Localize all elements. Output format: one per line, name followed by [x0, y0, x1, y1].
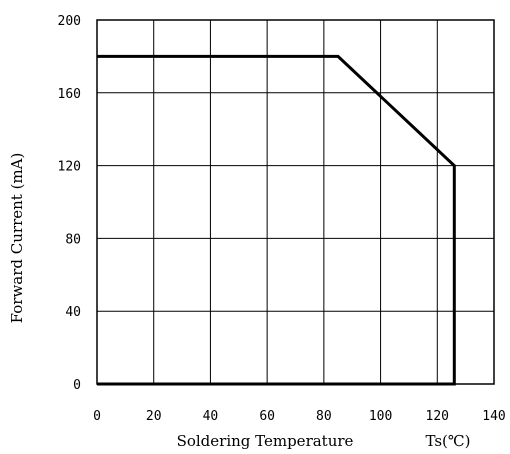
x-tick-label-140: 140 [482, 409, 505, 424]
series-line-0 [97, 54, 456, 386]
y-tick-label-200: 200 [58, 14, 81, 29]
plot-border [96, 19, 495, 385]
x-tick-label-0: 0 [93, 409, 101, 424]
x-tick-label-60: 60 [259, 409, 275, 424]
x-tick-label-40: 40 [203, 409, 219, 424]
x-tick-label-100: 100 [369, 409, 392, 424]
y-tick-label-160: 160 [58, 87, 81, 102]
x-axis-ticks: 0 20 40 60 80 100 120 140 [93, 409, 506, 424]
y-axis-title: Forward Current (mA) [8, 153, 26, 324]
x-tick-label-80: 80 [316, 409, 332, 424]
x-axis-title: Soldering Temperature [177, 432, 354, 450]
series-layer [97, 54, 456, 386]
x-tick-label-20: 20 [146, 409, 162, 424]
plot-frame [96, 19, 495, 385]
x-tick-label-120: 120 [426, 409, 449, 424]
y-axis-ticks: 0 40 80 120 160 200 [58, 14, 81, 393]
grid-layer [97, 20, 494, 384]
y-tick-label-0: 0 [73, 378, 81, 393]
y-tick-label-120: 120 [58, 160, 81, 175]
y-tick-label-40: 40 [65, 305, 81, 320]
y-tick-label-80: 80 [65, 232, 81, 247]
x-axis-unit: Ts(℃) [425, 432, 470, 450]
